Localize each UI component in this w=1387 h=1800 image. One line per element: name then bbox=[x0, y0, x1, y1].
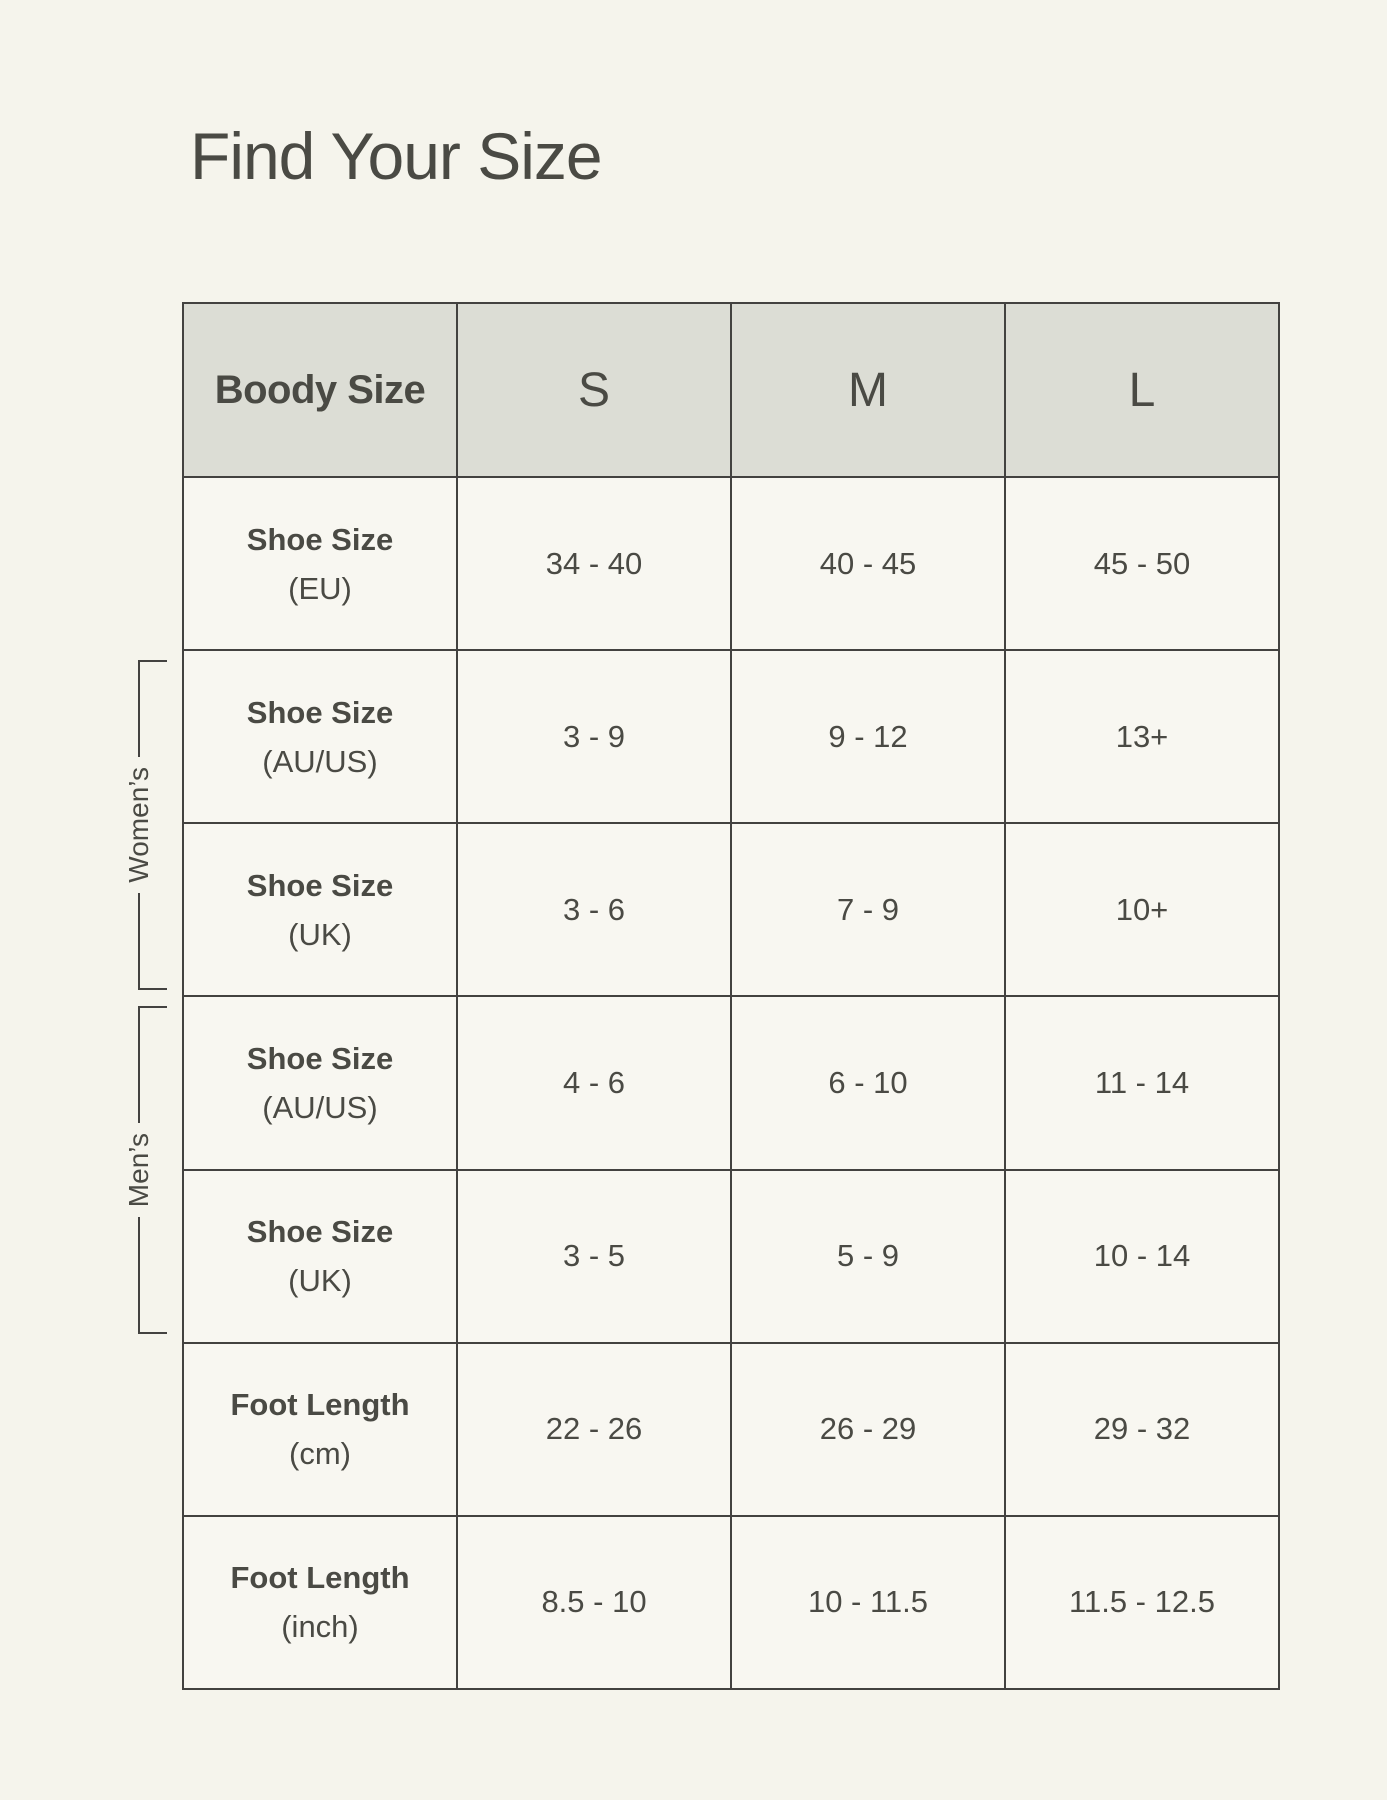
header-boody-size: Boody Size bbox=[182, 302, 458, 478]
row-unit: (UK) bbox=[288, 1263, 352, 1299]
size-value-cell: 29 - 32 bbox=[1004, 1341, 1280, 1517]
size-value-cell: 3 - 5 bbox=[456, 1168, 732, 1344]
size-value-cell: 11.5 - 12.5 bbox=[1004, 1514, 1280, 1691]
size-value-cell: 6 - 10 bbox=[730, 995, 1006, 1171]
bracket-tick-bottom bbox=[138, 988, 167, 990]
header-row: Boody Size S M L bbox=[182, 302, 1280, 478]
table-row-foot-length-cm: Foot Length (cm) 22 - 26 26 - 29 29 - 32 bbox=[182, 1341, 1280, 1517]
size-value-cell: 7 - 9 bbox=[730, 822, 1006, 998]
row-label-cell: Foot Length (cm) bbox=[182, 1341, 458, 1517]
size-table-header: Boody Size S M L bbox=[182, 302, 1280, 478]
row-label: Shoe Size bbox=[246, 521, 394, 557]
row-label-cell: Shoe Size (EU) bbox=[182, 475, 458, 652]
bracket-line-segment bbox=[138, 1008, 140, 1123]
size-value-cell: 26 - 29 bbox=[730, 1341, 1006, 1517]
row-unit: (UK) bbox=[288, 916, 352, 952]
row-unit: (cm) bbox=[289, 1436, 351, 1472]
bracket-tick-bottom bbox=[138, 1332, 167, 1334]
size-value-cell: 11 - 14 bbox=[1004, 995, 1280, 1171]
size-value-cell: 3 - 9 bbox=[456, 649, 732, 825]
row-label-cell: Foot Length (inch) bbox=[182, 1514, 458, 1691]
size-value-cell: 4 - 6 bbox=[456, 995, 732, 1171]
womens-group-label: Women’s bbox=[123, 767, 154, 883]
size-value-cell: 9 - 12 bbox=[730, 649, 1006, 825]
size-value-cell: 10 - 14 bbox=[1004, 1168, 1280, 1344]
row-label-cell: Shoe Size (UK) bbox=[182, 1168, 458, 1344]
header-size-s: S bbox=[456, 302, 732, 478]
size-value-cell: 10 - 11.5 bbox=[730, 1514, 1006, 1691]
page-title: Find Your Size bbox=[190, 119, 603, 193]
size-value-cell: 10+ bbox=[1004, 822, 1280, 998]
row-label: Shoe Size bbox=[246, 867, 394, 903]
table-row-mens-shoe-uk: Shoe Size (UK) 3 - 5 5 - 9 10 - 14 bbox=[182, 1168, 1280, 1344]
size-table-body: Shoe Size (EU) 34 - 40 40 - 45 45 - 50 S… bbox=[182, 475, 1280, 1691]
row-label: Foot Length bbox=[230, 1560, 410, 1596]
row-label-cell: Shoe Size (AU/US) bbox=[182, 995, 458, 1171]
size-value-cell: 45 - 50 bbox=[1004, 475, 1280, 652]
bracket-tick-top bbox=[138, 1006, 167, 1008]
size-value-cell: 13+ bbox=[1004, 649, 1280, 825]
mens-group-label: Men’s bbox=[123, 1132, 154, 1208]
mens-group-bracket: Men’s bbox=[123, 1006, 167, 1334]
womens-group-bracket: Women’s bbox=[123, 660, 167, 990]
table-row-womens-shoe-uk: Shoe Size (UK) 3 - 6 7 - 9 10+ bbox=[182, 822, 1280, 998]
row-label: Shoe Size bbox=[246, 1214, 394, 1250]
table-row-mens-shoe-auus: Shoe Size (AU/US) 4 - 6 6 - 10 11 - 14 bbox=[182, 995, 1280, 1171]
row-label-cell: Shoe Size (UK) bbox=[182, 822, 458, 998]
size-value-cell: 8.5 - 10 bbox=[456, 1514, 732, 1691]
row-label-cell: Shoe Size (AU/US) bbox=[182, 649, 458, 825]
bracket-line-segment bbox=[138, 1217, 140, 1332]
table-row-womens-shoe-auus: Shoe Size (AU/US) 3 - 9 9 - 12 13+ bbox=[182, 649, 1280, 825]
row-label: Shoe Size bbox=[246, 1040, 394, 1076]
table-row-shoe-eu: Shoe Size (EU) 34 - 40 40 - 45 45 - 50 bbox=[182, 475, 1280, 652]
table-row-foot-length-inch: Foot Length (inch) 8.5 - 10 10 - 11.5 11… bbox=[182, 1514, 1280, 1691]
row-label: Shoe Size bbox=[246, 694, 394, 730]
bracket-line-segment bbox=[138, 892, 140, 988]
row-unit: (EU) bbox=[288, 570, 352, 606]
size-value-cell: 5 - 9 bbox=[730, 1168, 1006, 1344]
row-unit: (AU/US) bbox=[262, 743, 378, 779]
size-value-cell: 3 - 6 bbox=[456, 822, 732, 998]
size-chart-table: Boody Size S M L Shoe Size (EU) 34 - 40 … bbox=[182, 302, 1280, 1691]
bracket-tick-top bbox=[138, 660, 167, 662]
row-label: Foot Length bbox=[230, 1387, 410, 1423]
row-unit: (AU/US) bbox=[262, 1089, 378, 1125]
size-value-cell: 34 - 40 bbox=[456, 475, 732, 652]
size-value-cell: 40 - 45 bbox=[730, 475, 1006, 652]
bracket-line-segment bbox=[138, 662, 140, 758]
size-value-cell: 22 - 26 bbox=[456, 1341, 732, 1517]
row-unit: (inch) bbox=[281, 1609, 359, 1645]
header-size-l: L bbox=[1004, 302, 1280, 478]
header-size-m: M bbox=[730, 302, 1006, 478]
